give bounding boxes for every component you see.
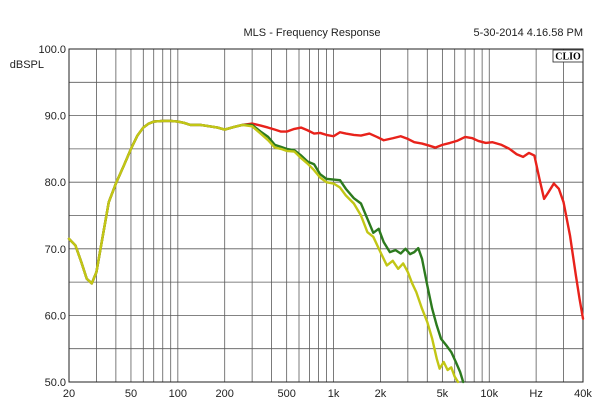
- y-tick-label: 70.0: [45, 244, 66, 256]
- y-tick-label: 50.0: [45, 377, 66, 389]
- y-tick-label: 90.0: [45, 111, 66, 123]
- chart-title: MLS - Frequency Response: [244, 27, 381, 39]
- x-tick-label: Hz: [529, 388, 542, 400]
- plot-frame: [68, 48, 584, 383]
- y-tick-label: 60.0: [45, 310, 66, 322]
- x-tick-label: 40k: [574, 388, 592, 400]
- series-layer: [67, 119, 585, 384]
- series-line-3: [67, 119, 460, 384]
- x-tick-label: 20: [63, 388, 75, 400]
- x-tick-label: 100: [169, 388, 187, 400]
- y-axis-label: dBSPL: [10, 59, 44, 71]
- y-tick-label: 100.0: [38, 44, 66, 56]
- x-tick-label: 500: [277, 388, 295, 400]
- timestamp: 5-30-2014 4.16.58 PM: [474, 27, 583, 39]
- grid: [69, 49, 583, 382]
- y-tick-labels: 100.0 90.0 80.0 70.0 60.0 50.0: [38, 44, 66, 389]
- x-tick-label: 10k: [480, 388, 498, 400]
- y-tick-label: 80.0: [45, 177, 66, 189]
- x-tick-label: 5k: [437, 388, 449, 400]
- clio-badge-box: [552, 49, 584, 63]
- x-tick-label: 1k: [328, 388, 340, 400]
- clio-badge: CLIO: [552, 49, 584, 63]
- x-tick-label: 2k: [375, 388, 387, 400]
- x-tick-label: 50: [125, 388, 137, 400]
- clio-badge-text: CLIO: [555, 52, 581, 63]
- x-tick-label: 200: [216, 388, 234, 400]
- x-tick-labels: 20 50 100 200 500 1k 2k 5k 10k Hz 40k: [63, 388, 592, 400]
